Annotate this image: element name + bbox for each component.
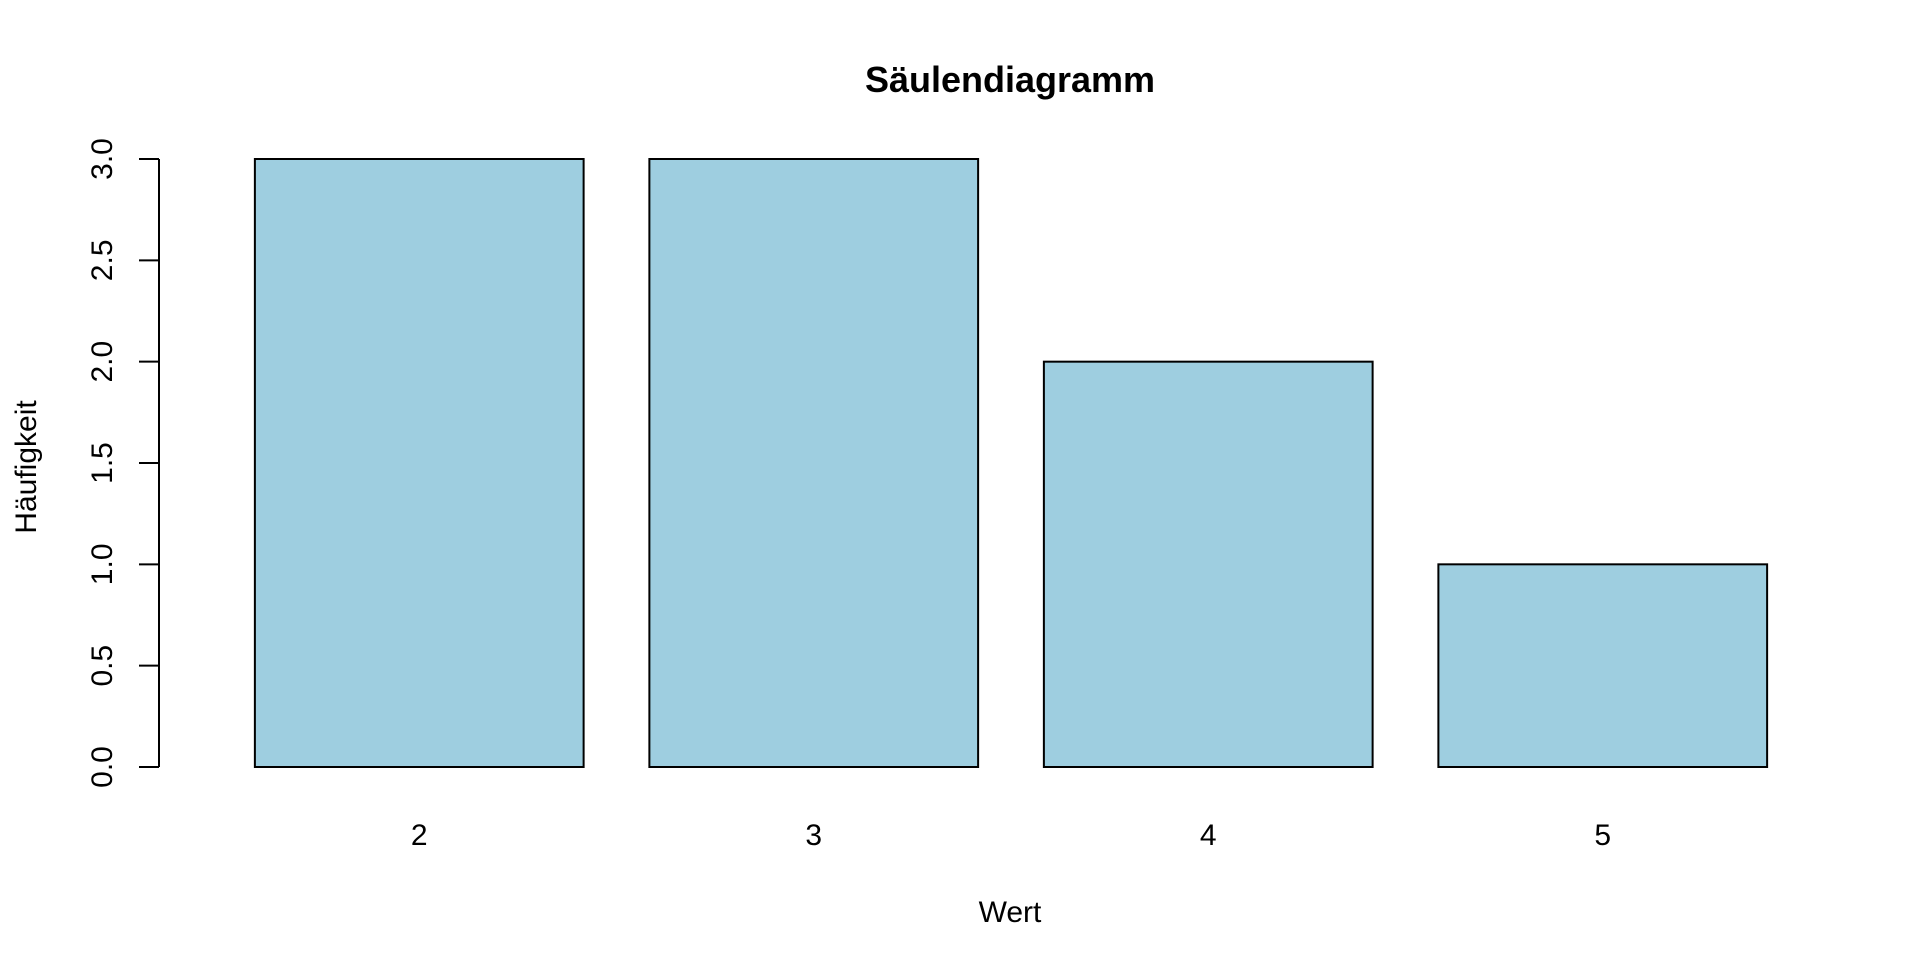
y-tick-label: 0.5: [86, 645, 119, 687]
y-tick-label: 2.5: [86, 239, 119, 281]
x-axis-tick-labels: 2 3 4 5: [411, 819, 1611, 852]
x-tick-label: 5: [1594, 819, 1611, 852]
y-tick-label: 3.0: [86, 138, 119, 180]
bar-2: [253, 158, 585, 768]
x-tick-label: 4: [1200, 819, 1217, 852]
chart-title: Säulendiagramm: [865, 59, 1155, 100]
bar-5: [1437, 563, 1769, 768]
bar-4: [1042, 360, 1374, 768]
y-tick-label: 1.0: [86, 543, 119, 585]
x-axis-label: Wert: [979, 896, 1042, 929]
y-axis-label: Häufigkeit: [10, 400, 43, 534]
x-tick-label: 2: [411, 819, 428, 852]
y-axis: 0.0 0.5 1.0 1.5 2.0 2.5 3.0: [86, 138, 160, 788]
bar-3: [648, 158, 980, 768]
bars: [253, 158, 1769, 768]
y-tick-label: 0.0: [86, 746, 119, 788]
y-tick-label: 1.5: [86, 442, 119, 484]
y-tick-label: 2.0: [86, 341, 119, 383]
x-tick-label: 3: [805, 819, 822, 852]
